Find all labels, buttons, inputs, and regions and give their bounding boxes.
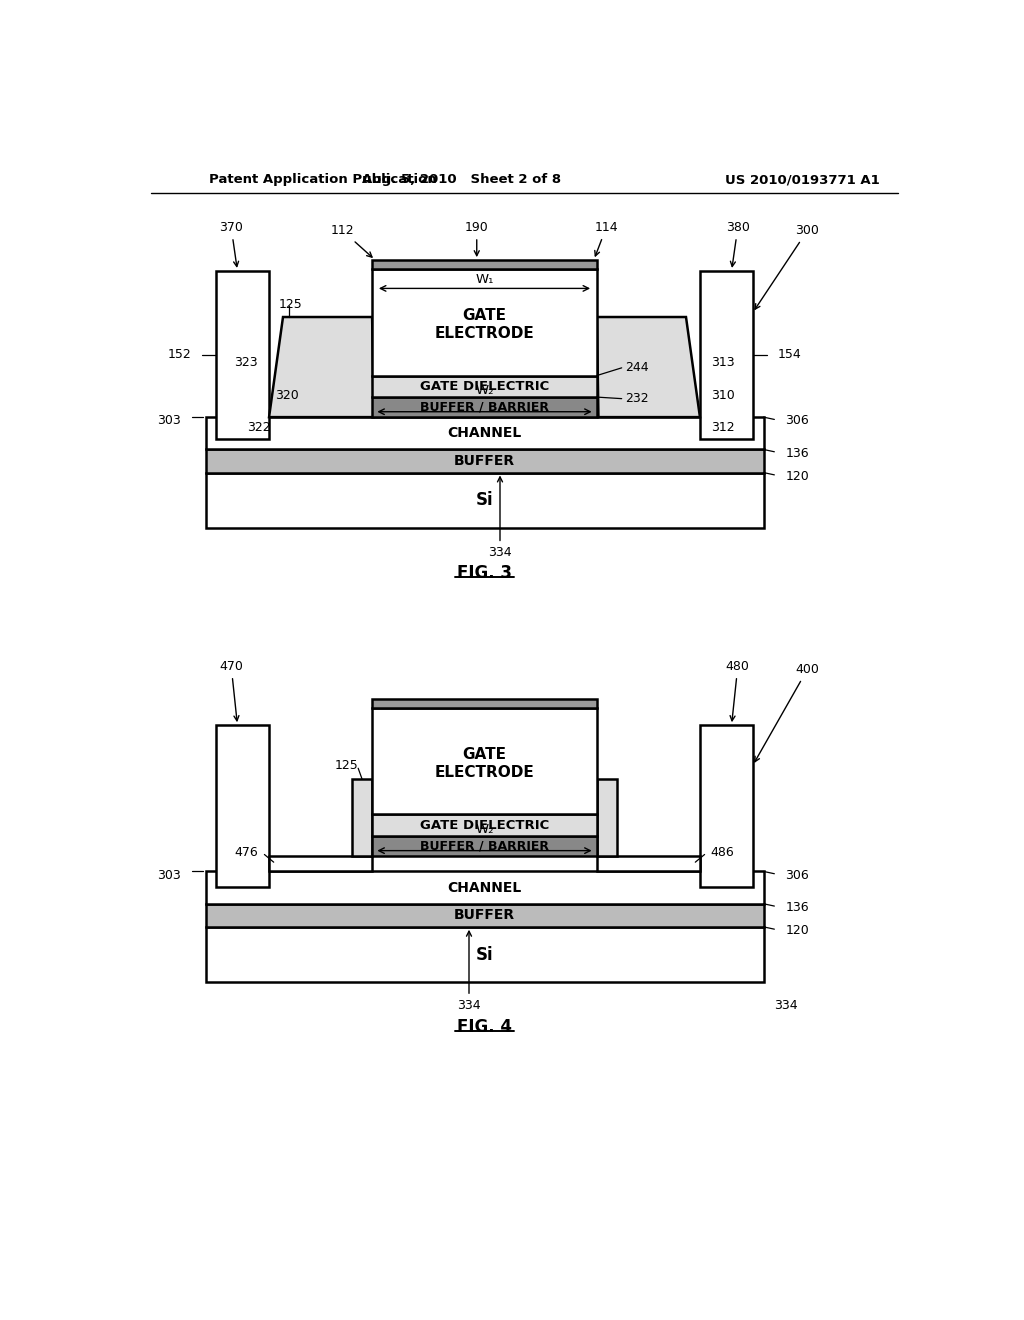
Text: 323: 323 <box>234 355 258 368</box>
Bar <box>597 779 617 857</box>
Text: BUFFER / BARRIER: BUFFER / BARRIER <box>420 400 549 413</box>
Bar <box>372 376 597 397</box>
Bar <box>372 269 597 376</box>
Bar <box>372 700 597 708</box>
Bar <box>216 725 269 887</box>
Text: 400: 400 <box>755 663 819 762</box>
Text: 112: 112 <box>331 224 372 257</box>
Text: Aug. 5, 2010   Sheet 2 of 8: Aug. 5, 2010 Sheet 2 of 8 <box>361 173 561 186</box>
Text: BUFFER / BARRIER: BUFFER / BARRIER <box>420 840 549 853</box>
Text: W₁: W₁ <box>475 273 494 286</box>
Text: 136: 136 <box>785 446 809 459</box>
Bar <box>700 271 753 438</box>
Text: 306: 306 <box>785 414 809 428</box>
Text: W₂: W₂ <box>475 384 494 397</box>
Bar <box>206 927 764 982</box>
Bar <box>206 473 764 528</box>
Text: 320: 320 <box>275 388 299 401</box>
Bar <box>597 857 700 871</box>
Bar <box>206 450 764 473</box>
Bar <box>700 725 753 887</box>
Bar <box>206 871 764 904</box>
Text: 334: 334 <box>457 931 481 1012</box>
Polygon shape <box>597 317 700 417</box>
Text: 120: 120 <box>785 470 809 483</box>
Text: 303: 303 <box>157 869 180 882</box>
Text: 486: 486 <box>711 846 734 859</box>
Text: 334: 334 <box>774 999 798 1012</box>
Text: GATE
ELECTRODE: GATE ELECTRODE <box>434 747 535 780</box>
Text: Si: Si <box>476 945 494 964</box>
Text: W₂: W₂ <box>475 822 494 836</box>
Bar <box>372 814 597 836</box>
Text: GATE
ELECTRODE: GATE ELECTRODE <box>434 309 535 341</box>
Text: 190: 190 <box>465 222 488 256</box>
Text: 480: 480 <box>726 660 750 721</box>
Text: FIG. 4: FIG. 4 <box>457 1018 512 1036</box>
Text: 136: 136 <box>785 902 809 915</box>
Text: 476: 476 <box>234 846 258 859</box>
Text: 303: 303 <box>157 414 180 428</box>
Text: 380: 380 <box>726 222 750 267</box>
Text: FIG. 3: FIG. 3 <box>457 564 512 582</box>
Bar <box>372 397 597 417</box>
Text: GATE DIELECTRIC: GATE DIELECTRIC <box>420 818 549 832</box>
Text: 300: 300 <box>755 224 819 309</box>
Text: CHANNEL: CHANNEL <box>447 880 521 895</box>
Text: 313: 313 <box>711 355 734 368</box>
Text: 244: 244 <box>625 362 648 375</box>
Bar <box>269 857 372 871</box>
Text: 154: 154 <box>777 348 801 362</box>
Bar <box>372 708 597 814</box>
Text: Si: Si <box>476 491 494 510</box>
Text: 120: 120 <box>785 924 809 937</box>
Text: US 2010/0193771 A1: US 2010/0193771 A1 <box>725 173 880 186</box>
Text: BUFFER: BUFFER <box>454 908 515 923</box>
Bar <box>206 417 764 449</box>
Text: 306: 306 <box>785 869 809 882</box>
Text: 322: 322 <box>247 421 270 434</box>
Text: CHANNEL: CHANNEL <box>447 426 521 441</box>
Text: 125: 125 <box>335 759 358 772</box>
Bar <box>372 836 597 857</box>
Bar <box>216 271 269 438</box>
Text: GATE DIELECTRIC: GATE DIELECTRIC <box>420 380 549 393</box>
Polygon shape <box>269 317 374 417</box>
Text: 370: 370 <box>219 222 243 267</box>
Text: 114: 114 <box>594 222 618 256</box>
Text: 310: 310 <box>711 388 734 401</box>
Bar <box>372 260 597 269</box>
Text: BUFFER: BUFFER <box>454 454 515 469</box>
Bar <box>352 779 372 857</box>
Text: 152: 152 <box>168 348 191 362</box>
Text: 334: 334 <box>488 477 512 560</box>
Text: 232: 232 <box>625 392 648 405</box>
Text: 125: 125 <box>279 298 303 312</box>
Text: Patent Application Publication: Patent Application Publication <box>209 173 437 186</box>
Bar <box>206 904 764 927</box>
Text: 312: 312 <box>711 421 734 434</box>
Text: 470: 470 <box>219 660 243 721</box>
